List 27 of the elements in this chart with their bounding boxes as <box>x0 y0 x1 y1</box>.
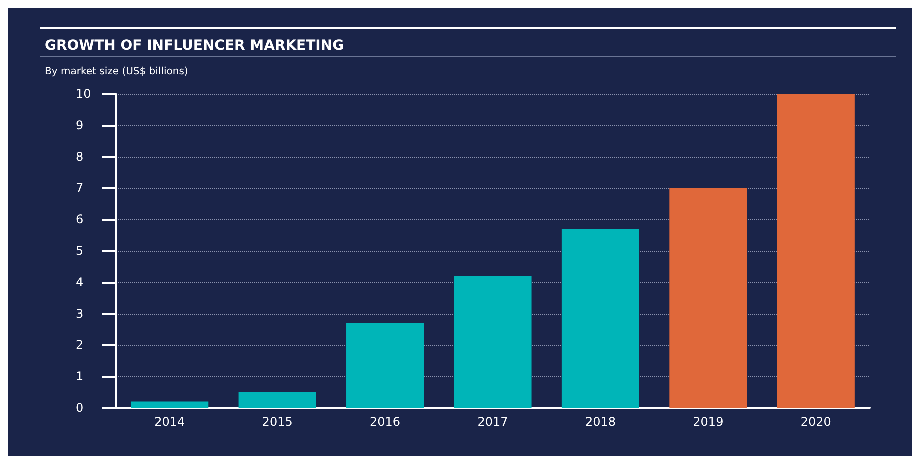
bar <box>454 276 532 408</box>
bar <box>131 402 209 408</box>
y-tick-label: 8 <box>76 150 84 164</box>
bar <box>238 392 316 408</box>
bar <box>346 323 424 408</box>
x-tick-label: 2014 <box>154 415 186 429</box>
y-tick-label: 3 <box>76 306 84 321</box>
chart-subtitle: By market size (US$ billions) <box>45 66 188 78</box>
x-tick-label: 2020 <box>800 415 832 429</box>
y-tick-label: 0 <box>76 401 84 415</box>
bar <box>777 94 855 408</box>
y-tick-label: 2 <box>76 338 84 352</box>
x-tick-label: 2018 <box>585 415 616 429</box>
y-tick-label: 4 <box>76 275 84 290</box>
x-tick-label: 2017 <box>478 415 508 429</box>
y-tick-label: 9 <box>76 118 84 132</box>
y-tick-label: 6 <box>76 212 84 227</box>
bar <box>670 188 748 408</box>
x-tick-label: 2016 <box>370 415 401 429</box>
y-tick-label: 10 <box>76 87 92 101</box>
y-tick-label: 1 <box>76 370 84 384</box>
x-tick-label: 2015 <box>262 415 293 429</box>
y-tick-label: 7 <box>76 181 84 196</box>
chart-title: GROWTH OF INFLUENCER MARKETING <box>45 38 344 54</box>
bar <box>562 229 640 408</box>
y-tick-label: 5 <box>76 244 84 258</box>
x-tick-label: 2019 <box>693 415 724 429</box>
